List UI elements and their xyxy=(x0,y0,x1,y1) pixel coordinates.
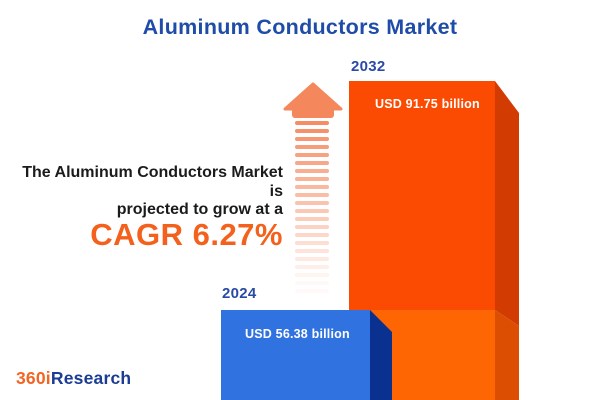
arrow-stripe xyxy=(295,209,329,213)
bar-value-2024: USD 56.38 billion xyxy=(245,327,350,341)
arrow-stripe xyxy=(295,121,329,125)
arrow-stripe xyxy=(295,129,329,133)
arrow-stripe xyxy=(295,217,329,221)
arrow-neck xyxy=(292,104,334,118)
logo-prefix: 360i xyxy=(16,368,51,388)
arrow-stripe xyxy=(295,201,329,205)
headline-line1: The Aluminum Conductors Market is xyxy=(22,164,283,200)
arrow-stripe xyxy=(295,257,329,261)
bar-2024-side xyxy=(370,310,392,400)
arrow-stripe xyxy=(295,225,329,229)
arrow-stripe xyxy=(295,265,329,269)
bar-2032-side-upper xyxy=(495,81,519,326)
headline-line2: projected to grow at a xyxy=(116,201,283,218)
arrow-stripe xyxy=(295,169,329,173)
arrow-stripe xyxy=(295,185,329,189)
bar-2024-front xyxy=(221,310,370,400)
year-label-2024: 2024 xyxy=(222,285,257,302)
logo-suffix: Research xyxy=(50,368,132,388)
growth-arrow-stripes xyxy=(295,121,329,293)
arrow-stripe xyxy=(295,273,329,277)
arrow-stripe xyxy=(295,281,329,285)
logo: 360iResearch xyxy=(16,368,131,389)
bar-2032-side-lower xyxy=(495,310,519,400)
arrow-stripe xyxy=(295,193,329,197)
arrow-stripe xyxy=(295,177,329,181)
bar-2032-front-upper xyxy=(349,81,495,310)
arrow-stripe xyxy=(295,145,329,149)
arrow-stripe xyxy=(295,241,329,245)
arrow-stripe xyxy=(295,137,329,141)
arrow-stripe xyxy=(295,161,329,165)
arrow-stripe xyxy=(295,233,329,237)
arrow-stripe xyxy=(295,153,329,157)
year-label-2032: 2032 xyxy=(351,58,386,75)
arrow-stripe xyxy=(295,289,329,293)
growth-arrow-icon xyxy=(283,82,343,293)
arrow-stripe xyxy=(295,249,329,253)
bar-value-2032: USD 91.75 billion xyxy=(375,97,480,111)
chart-title: Aluminum Conductors Market xyxy=(142,15,458,39)
